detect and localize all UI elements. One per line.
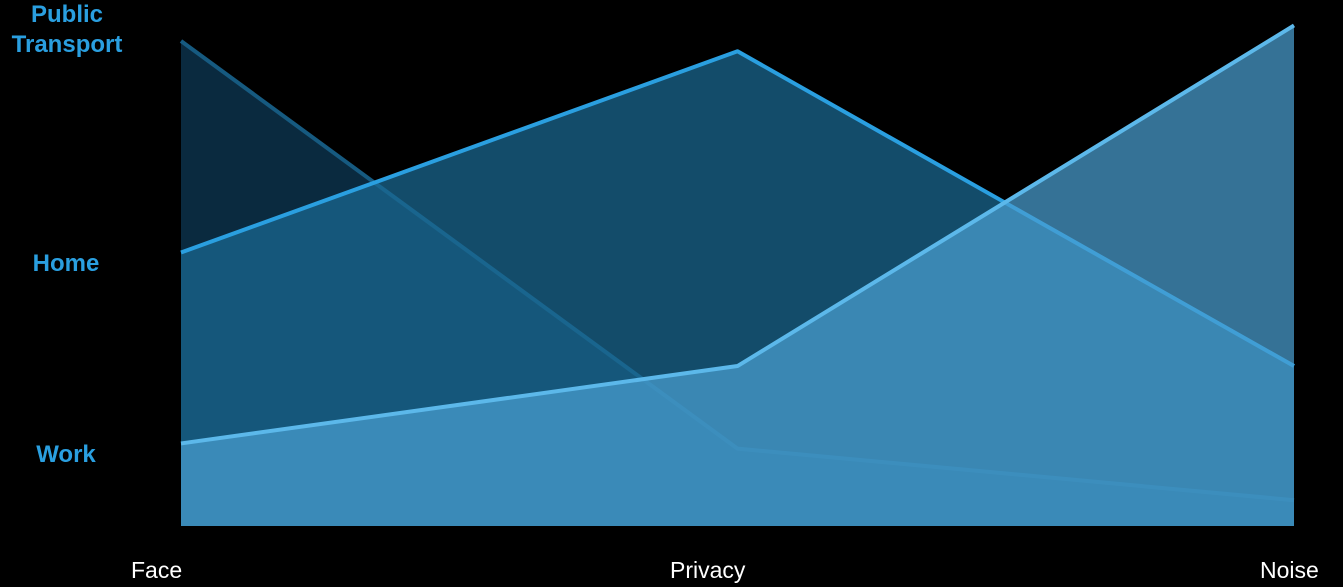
- chart-plot-area: [179, 23, 1296, 527]
- x-tick-privacy: Privacy: [670, 557, 746, 583]
- y-label-work: Work: [36, 441, 96, 468]
- x-tick-face: Face: [131, 557, 183, 583]
- series-3-area: [181, 25, 1294, 526]
- y-label-home: Home: [32, 250, 100, 277]
- x-tick-noise: Noise: [1260, 557, 1319, 583]
- y-label-public-transport: Public Transport: [11, 1, 123, 58]
